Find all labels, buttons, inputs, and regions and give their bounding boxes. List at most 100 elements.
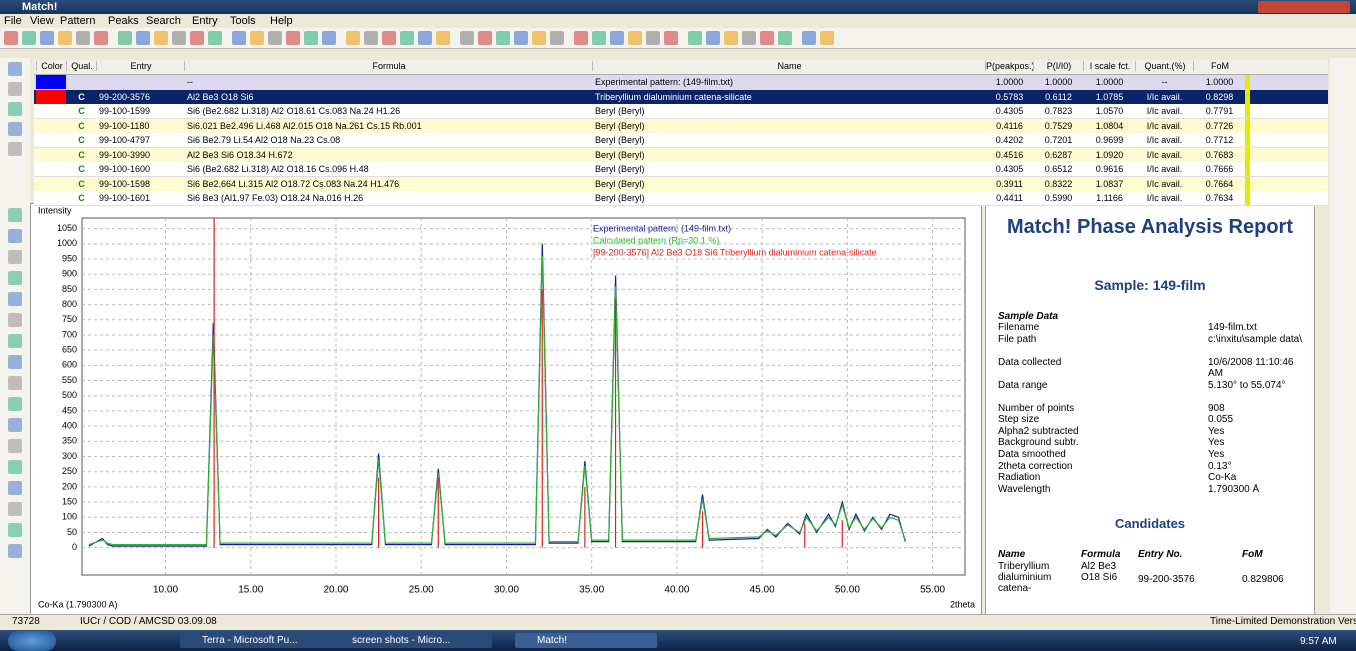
status-database: IUCr / COD / AMCSD 03.09.08	[80, 616, 217, 627]
tool-button[interactable]	[8, 460, 22, 474]
toolbar-button[interactable]	[418, 31, 432, 45]
column-header[interactable]: Qual.	[66, 61, 97, 71]
taskbar-item[interactable]: Match!	[515, 633, 657, 648]
tool-button[interactable]	[8, 418, 22, 432]
toolbar-button[interactable]	[76, 31, 90, 45]
column-header[interactable]: I scale fct.	[1083, 61, 1136, 71]
toolbar-button[interactable]	[172, 31, 186, 45]
taskbar-item[interactable]: screen shots - Micro...	[330, 633, 492, 648]
menu-item[interactable]: Search	[146, 15, 181, 27]
menu-item[interactable]: File	[4, 15, 22, 27]
tool-button[interactable]	[8, 292, 22, 306]
toolbar-button[interactable]	[706, 31, 720, 45]
toolbar-button[interactable]	[478, 31, 492, 45]
column-header[interactable]: FoM	[1193, 61, 1246, 71]
column-header[interactable]: Color	[36, 61, 67, 71]
tool-button[interactable]	[8, 122, 22, 136]
toolbar-button[interactable]	[382, 31, 396, 45]
toolbar-button[interactable]	[22, 31, 36, 45]
toolbar-button[interactable]	[646, 31, 660, 45]
tool-button[interactable]	[8, 502, 22, 516]
toolbar-button[interactable]	[268, 31, 282, 45]
table-cell: 0.4202	[995, 135, 1024, 145]
toolbar-button[interactable]	[628, 31, 642, 45]
toolbar-button[interactable]	[760, 31, 774, 45]
toolbar-button[interactable]	[286, 31, 300, 45]
tool-button[interactable]	[8, 481, 22, 495]
toolbar-button[interactable]	[436, 31, 450, 45]
table-cell: Al2 Be3 Si6 O18.34 H.672	[187, 149, 293, 160]
tool-button[interactable]	[8, 355, 22, 369]
toolbar-button[interactable]	[664, 31, 678, 45]
column-header[interactable]: Entry	[96, 61, 185, 71]
column-header[interactable]: P(peakpos.)	[985, 61, 1034, 71]
tool-button[interactable]	[8, 397, 22, 411]
tool-button[interactable]	[8, 229, 22, 243]
toolbar-button[interactable]	[364, 31, 378, 45]
tool-button[interactable]	[8, 102, 22, 116]
toolbar-button[interactable]	[742, 31, 756, 45]
tool-button[interactable]	[8, 62, 22, 76]
table-row[interactable]	[34, 191, 1328, 206]
toolbar-button[interactable]	[40, 31, 54, 45]
toolbar-button[interactable]	[154, 31, 168, 45]
toolbar-button[interactable]	[4, 31, 18, 45]
menu-item[interactable]: Entry	[192, 15, 218, 27]
toolbar-button[interactable]	[802, 31, 816, 45]
menu-item[interactable]: Pattern	[60, 15, 96, 27]
toolbar-button[interactable]	[778, 31, 792, 45]
menu-item[interactable]: Peaks	[108, 15, 139, 27]
column-header[interactable]: Name	[592, 61, 986, 71]
table-cell: Si6 (Be2.682 Li.318) Al2 O18.61 Cs.083 N…	[187, 106, 401, 116]
toolbar-button[interactable]	[460, 31, 474, 45]
column-header[interactable]: Quant.(%)	[1135, 61, 1194, 71]
toolbar-button[interactable]	[250, 31, 264, 45]
toolbar-button[interactable]	[304, 31, 318, 45]
report-title: Match! Phase Analysis Report	[1006, 216, 1293, 238]
toolbar-button[interactable]	[688, 31, 702, 45]
toolbar-button[interactable]	[136, 31, 150, 45]
table-cell: 0.7201	[1044, 135, 1073, 145]
toolbar-button[interactable]	[118, 31, 132, 45]
toolbar-button[interactable]	[724, 31, 738, 45]
tool-button[interactable]	[8, 439, 22, 453]
toolbar-button[interactable]	[346, 31, 360, 45]
toolbar-button[interactable]	[94, 31, 108, 45]
window-controls[interactable]	[1258, 1, 1350, 13]
tool-button[interactable]	[8, 544, 22, 558]
tool-button[interactable]	[8, 376, 22, 390]
menu-item[interactable]: Tools	[230, 15, 256, 27]
start-button[interactable]	[8, 631, 56, 651]
taskbar-item[interactable]: Terra - Microsoft Pu...	[180, 633, 342, 648]
column-header[interactable]: P(I/I0)	[1033, 61, 1084, 71]
tool-button[interactable]	[8, 250, 22, 264]
toolbar-button[interactable]	[610, 31, 624, 45]
toolbar-button[interactable]	[514, 31, 528, 45]
toolbar-button[interactable]	[820, 31, 834, 45]
toolbar-button[interactable]	[532, 31, 546, 45]
toolbar-button[interactable]	[208, 31, 222, 45]
toolbar-button[interactable]	[322, 31, 336, 45]
tool-button[interactable]	[8, 334, 22, 348]
tool-button[interactable]	[8, 271, 22, 285]
candidate-cell: Al2 Be3 O18 Si6	[1081, 561, 1118, 583]
tool-button[interactable]	[8, 313, 22, 327]
toolbar-button[interactable]	[400, 31, 414, 45]
tool-button[interactable]	[8, 523, 22, 537]
toolbar-button[interactable]	[232, 31, 246, 45]
table-cell: Beryl (Beryl)	[595, 149, 645, 160]
toolbar-button[interactable]	[574, 31, 588, 45]
toolbar-button[interactable]	[496, 31, 510, 45]
table-cell: 99-100-1599	[99, 106, 151, 116]
column-header[interactable]: Formula	[184, 61, 593, 71]
toolbar-button[interactable]	[190, 31, 204, 45]
toolbar-button[interactable]	[592, 31, 606, 45]
tool-button[interactable]	[8, 142, 22, 156]
tool-button[interactable]	[8, 208, 22, 222]
toolbar-button[interactable]	[58, 31, 72, 45]
menu-item[interactable]: View	[30, 15, 54, 27]
toolbar-button[interactable]	[550, 31, 564, 45]
tool-button[interactable]	[8, 82, 22, 96]
menu-item[interactable]: Help	[270, 15, 293, 27]
